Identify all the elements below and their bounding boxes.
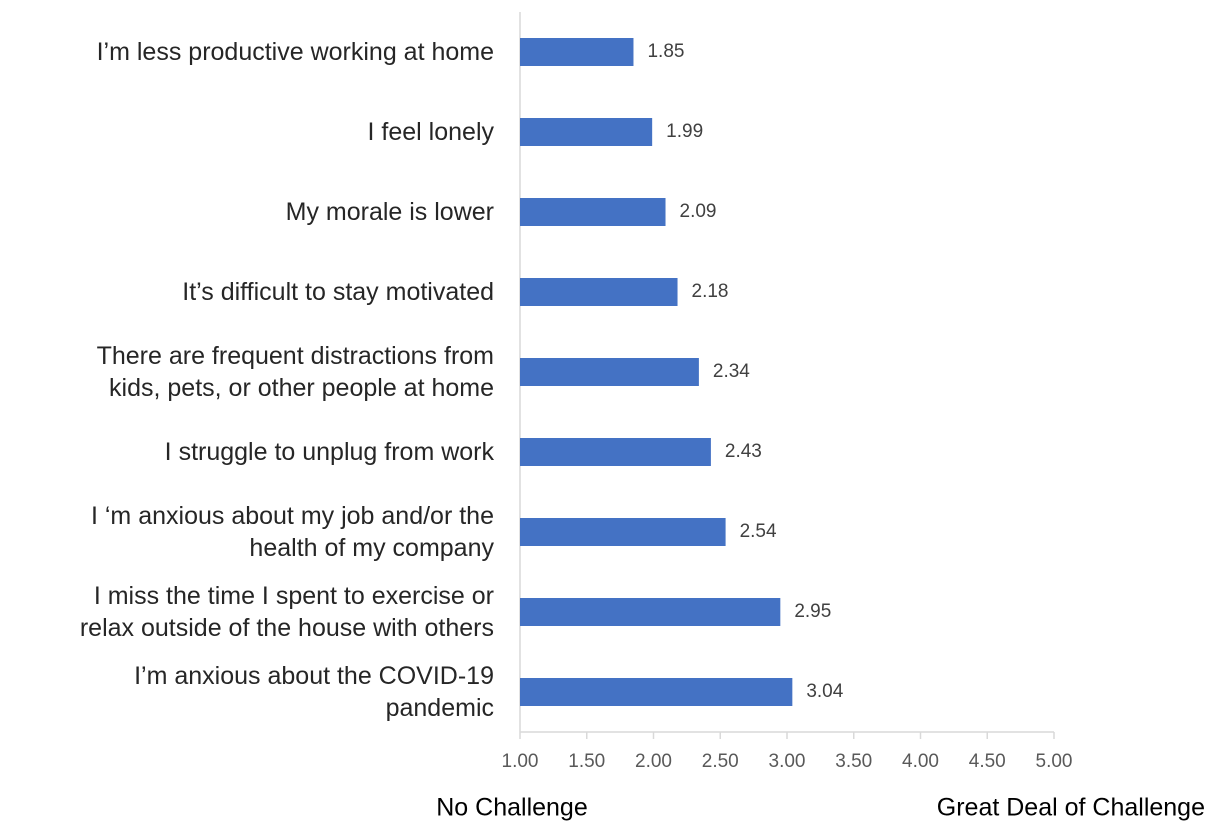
value-label: 1.85: [647, 41, 684, 62]
x-axis-label-right: Great Deal of Challenge: [937, 794, 1205, 822]
bar: [520, 598, 781, 626]
y-tick-label: I’m less productive working at home: [96, 38, 494, 66]
x-axis-label-left: No Challenge: [436, 794, 588, 822]
y-tick-label: I miss the time I spent to exercise or r…: [79, 582, 494, 642]
bar: [520, 198, 666, 226]
value-label: 3.04: [806, 681, 843, 702]
y-tick-label: I ‘m anxious about my job and/or the hea…: [90, 502, 494, 562]
bar: [520, 678, 793, 706]
x-tick-label: 1.50: [568, 751, 605, 772]
bar: [520, 118, 653, 146]
x-tick-label: 3.50: [835, 751, 872, 772]
value-label: 2.95: [794, 601, 831, 622]
x-tick-label: 5.00: [1036, 751, 1073, 772]
y-tick-label: There are frequent distractions from kid…: [96, 342, 494, 402]
value-label: 2.18: [692, 281, 729, 302]
value-label: 2.34: [713, 361, 750, 382]
value-label: 1.99: [666, 121, 703, 142]
y-tick-label: It’s difficult to stay motivated: [182, 278, 494, 306]
y-tick-label: My morale is lower: [285, 198, 494, 226]
bar: [520, 518, 726, 546]
x-tick-label: 2.00: [635, 751, 672, 772]
x-tick-label: 4.50: [969, 751, 1006, 772]
bar: [520, 278, 678, 306]
x-tick-label: 4.00: [902, 751, 939, 772]
y-tick-label: I struggle to unplug from work: [164, 438, 494, 466]
bar: [520, 438, 711, 466]
x-tick-label: 2.50: [702, 751, 739, 772]
bar: [520, 358, 699, 386]
y-tick-label: I feel lonely: [367, 118, 494, 146]
x-tick-label: 1.00: [502, 751, 539, 772]
value-label: 2.09: [680, 201, 717, 222]
bar: [520, 38, 634, 66]
x-tick-label: 3.00: [769, 751, 806, 772]
value-label: 2.43: [725, 441, 762, 462]
y-tick-label: I’m anxious about the COVID-19 pandemic: [134, 662, 494, 722]
value-label: 2.54: [740, 521, 777, 542]
